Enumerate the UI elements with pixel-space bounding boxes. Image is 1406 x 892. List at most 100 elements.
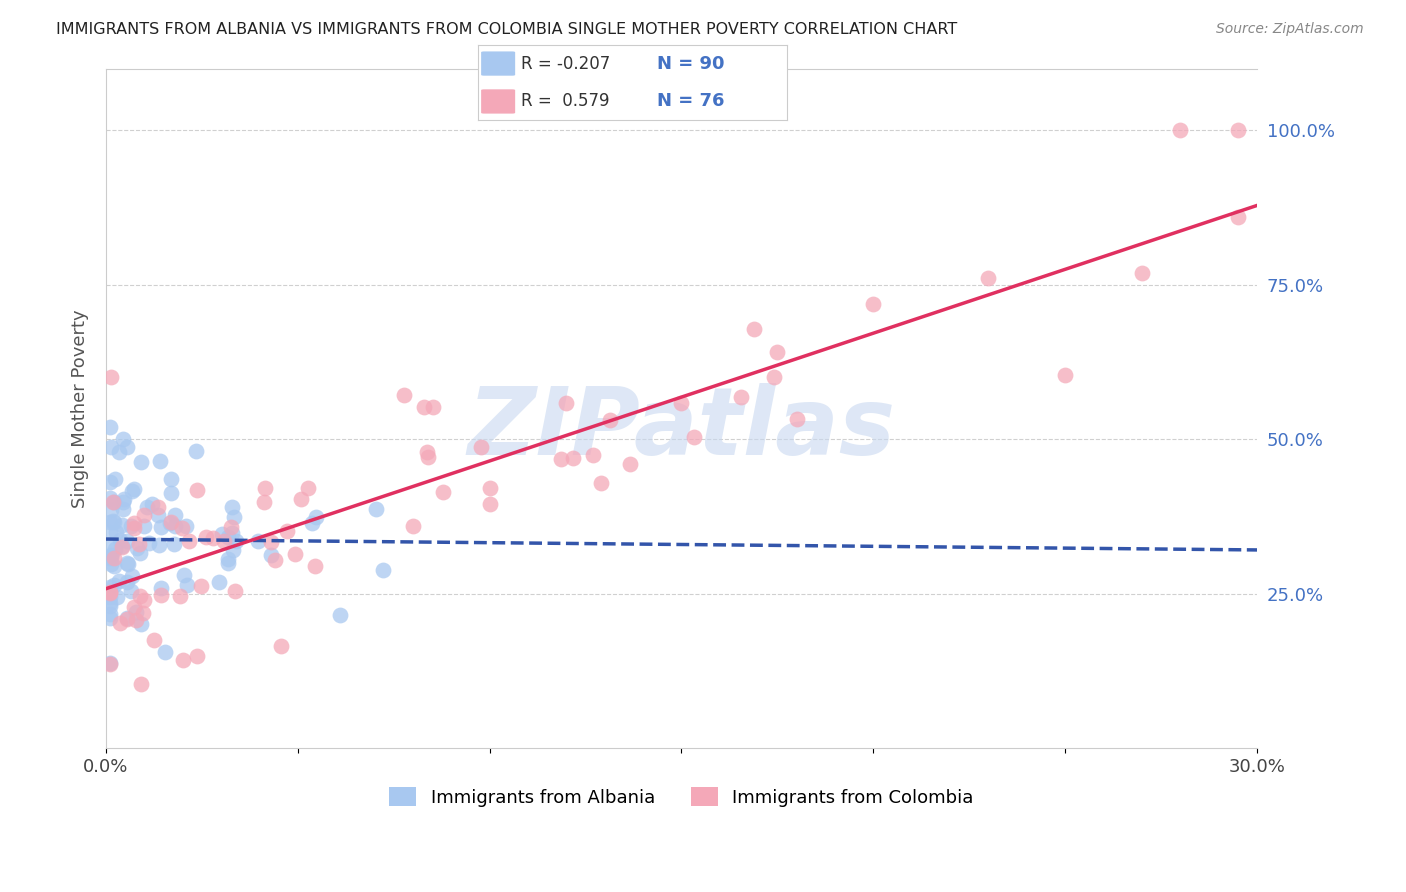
Point <box>132 606 155 620</box>
Point <box>225 533 247 548</box>
Point <box>105 524 128 539</box>
Point <box>619 457 641 471</box>
Point <box>1226 123 1249 137</box>
Point <box>100 503 122 517</box>
Point <box>128 537 150 551</box>
Point <box>394 387 416 401</box>
Text: R =  0.579: R = 0.579 <box>522 93 610 111</box>
Point <box>222 542 245 557</box>
Point <box>329 608 352 623</box>
Point <box>159 516 181 530</box>
Point <box>127 541 149 556</box>
Point <box>98 525 121 540</box>
Point <box>977 271 1000 285</box>
Point <box>146 500 169 514</box>
Point <box>129 546 152 560</box>
Point <box>100 536 122 550</box>
Point <box>401 519 423 533</box>
Point <box>121 569 143 583</box>
Point <box>108 616 131 631</box>
Point <box>100 548 122 562</box>
Point <box>190 579 212 593</box>
Point <box>150 588 173 602</box>
Point <box>304 558 326 573</box>
Point <box>108 444 131 458</box>
Point <box>115 533 138 548</box>
Text: ZIPatlas: ZIPatlas <box>467 383 896 475</box>
Text: N = 90: N = 90 <box>658 54 725 72</box>
Point <box>121 583 143 598</box>
Point <box>125 613 148 627</box>
Point <box>141 497 163 511</box>
Point <box>297 481 319 495</box>
Point <box>371 563 394 577</box>
Point <box>150 581 173 595</box>
Point <box>418 450 440 464</box>
Point <box>115 612 138 626</box>
Y-axis label: Single Mother Poverty: Single Mother Poverty <box>72 309 89 508</box>
Point <box>224 583 246 598</box>
Point <box>149 454 172 468</box>
Point <box>112 491 135 506</box>
Point <box>98 585 121 599</box>
Text: IMMIGRANTS FROM ALBANIA VS IMMIGRANTS FROM COLOMBIA SINGLE MOTHER POVERTY CORREL: IMMIGRANTS FROM ALBANIA VS IMMIGRANTS FR… <box>56 22 957 37</box>
Point <box>252 495 274 509</box>
Point <box>1226 211 1249 225</box>
Point <box>112 502 135 516</box>
Point <box>100 370 122 384</box>
Point <box>101 495 124 509</box>
Point <box>1130 266 1153 280</box>
Point <box>742 322 765 336</box>
Point <box>589 476 612 491</box>
Point <box>422 400 444 414</box>
Point <box>103 494 125 508</box>
Point <box>762 370 785 384</box>
Point <box>222 510 245 524</box>
Point <box>221 525 243 540</box>
Point <box>111 540 134 554</box>
Point <box>599 413 621 427</box>
Point <box>132 519 155 533</box>
Point <box>103 472 125 486</box>
Text: Source: ZipAtlas.com: Source: ZipAtlas.com <box>1216 22 1364 37</box>
Point <box>730 390 752 404</box>
Point <box>101 514 124 528</box>
Point <box>121 483 143 498</box>
Point <box>138 536 160 550</box>
Point <box>115 556 138 570</box>
Point <box>253 481 276 495</box>
Point <box>98 596 121 610</box>
Point <box>1054 368 1077 382</box>
Point <box>131 454 153 468</box>
Point <box>561 451 583 466</box>
Point <box>263 552 285 566</box>
Point <box>129 677 152 691</box>
Point <box>124 516 146 530</box>
Point <box>172 521 194 535</box>
Point <box>165 519 187 533</box>
Point <box>176 577 198 591</box>
Point <box>786 412 808 426</box>
Point <box>214 534 236 549</box>
Point <box>862 297 884 311</box>
Point <box>98 656 121 670</box>
Point <box>159 473 181 487</box>
Point <box>260 548 283 562</box>
Point <box>117 557 139 571</box>
Point <box>470 440 492 454</box>
Point <box>98 599 121 614</box>
Point <box>111 495 134 509</box>
Text: N = 76: N = 76 <box>658 93 725 111</box>
Point <box>143 632 166 647</box>
FancyBboxPatch shape <box>481 89 515 113</box>
Point <box>284 547 307 561</box>
Point <box>111 432 134 446</box>
Point <box>177 533 200 548</box>
Point <box>304 510 326 524</box>
Point <box>211 527 233 541</box>
Point <box>129 617 152 632</box>
Point <box>479 481 502 495</box>
Point <box>125 605 148 619</box>
Point <box>301 516 323 530</box>
Point <box>176 519 198 533</box>
